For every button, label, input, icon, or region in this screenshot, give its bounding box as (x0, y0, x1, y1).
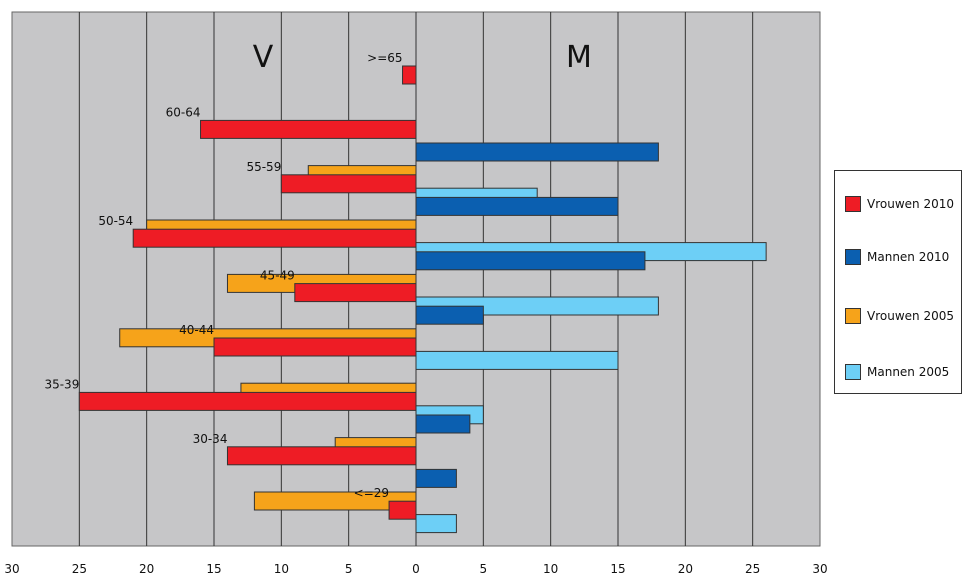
legend-item-mannen-2010: Mannen 2010 (845, 246, 949, 268)
legend-item-mannen-2005: Mannen 2005 (845, 361, 949, 383)
age-group-label: 55-59 (246, 160, 281, 174)
bar-vrouwen-2010-6 (78, 391, 417, 411)
legend-label-mannen-2010: Mannen 2010 (867, 250, 950, 264)
bar-vrouwen-2010-5 (213, 337, 417, 357)
legend-item-vrouwen-2005: Vrouwen 2005 (845, 305, 954, 327)
x-tick-label: 25 (72, 562, 87, 576)
x-tick-label: 5 (345, 562, 353, 576)
x-tick-label: 15 (610, 562, 625, 576)
age-group-label: 50-54 (98, 214, 133, 228)
age-group-label: 60-64 (166, 105, 201, 119)
legend-item-vrouwen-2010: Vrouwen 2010 (845, 193, 954, 215)
legend-label-mannen-2005: Mannen 2005 (867, 365, 950, 379)
bar-vrouwen-2010-1 (200, 119, 417, 139)
legend-swatch-mannen-2005 (845, 364, 861, 380)
legend-swatch-vrouwen-2005 (845, 308, 861, 324)
side-label-women: V (253, 40, 274, 75)
bar-mannen-2010-1 (415, 142, 659, 162)
side-label-men: M (566, 40, 592, 75)
age-group-label: 45-49 (260, 269, 295, 283)
bar-mannen-2010-2 (415, 196, 619, 216)
bar-mannen-2005-7 (415, 514, 457, 534)
x-axis-tick-labels: 30 25 20 15 10 5 0 5 10 15 20 25 30 (4, 562, 827, 576)
bar-vrouwen-2010-3 (132, 228, 417, 248)
x-tick-label: 20 (139, 562, 154, 576)
bar-mannen-2005-4 (415, 350, 619, 370)
age-group-label: 40-44 (179, 323, 214, 337)
legend-label-vrouwen-2005: Vrouwen 2005 (867, 309, 954, 323)
legend-swatch-mannen-2010 (845, 249, 861, 265)
age-group-label: 30-34 (193, 432, 228, 446)
x-tick-label: 0 (412, 562, 420, 576)
bar-vrouwen-2010-0 (402, 65, 417, 85)
age-group-label: >=65 (367, 51, 402, 65)
x-tick-label: 30 (812, 562, 827, 576)
x-tick-label: 25 (745, 562, 760, 576)
x-tick-label: 5 (480, 562, 488, 576)
bar-vrouwen-2010-8 (388, 500, 417, 520)
age-group-label: 35-39 (44, 377, 79, 391)
bar-mannen-2010-3 (415, 251, 646, 271)
x-tick-label: 10 (274, 562, 289, 576)
x-tick-label: 10 (543, 562, 558, 576)
bar-mannen-2010-7 (415, 468, 457, 488)
legend-label-vrouwen-2010: Vrouwen 2010 (867, 197, 954, 211)
x-tick-label: 20 (678, 562, 693, 576)
x-tick-label: 30 (4, 562, 19, 576)
legend-swatch-vrouwen-2010 (845, 196, 861, 212)
bar-vrouwen-2010-2 (280, 174, 417, 194)
age-group-labels: >=65 60-64 55-59 50-54 45-49 40-44 35-39 30-34 <… (44, 51, 402, 500)
bar-vrouwen-2010-7 (226, 446, 417, 466)
legend: Vrouwen 2010 Mannen 2010 Vrouwen 2005 Ma… (834, 170, 962, 394)
bar-mannen-2010-4 (415, 305, 484, 325)
bars-group (78, 65, 767, 534)
bar-vrouwen-2010-4 (294, 283, 417, 303)
age-group-label: <=29 (354, 486, 389, 500)
bar-mannen-2010-6 (415, 414, 471, 434)
x-tick-label: 15 (206, 562, 221, 576)
